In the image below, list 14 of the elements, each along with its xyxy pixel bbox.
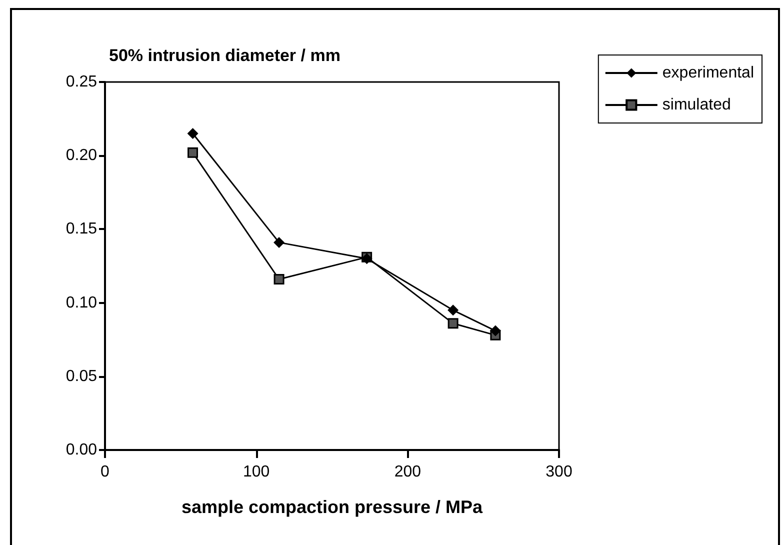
- y-tick-label: 0.20: [66, 147, 98, 164]
- y-tick-label: 0.25: [66, 74, 98, 90]
- x-tick-label: 0: [100, 464, 110, 480]
- y-tick-label: 0.10: [66, 294, 98, 312]
- x-tick-label: 100: [242, 464, 270, 480]
- y-tick-label: 0.05: [66, 368, 98, 385]
- x-tick-label: 300: [546, 464, 572, 480]
- legend-label: experimental: [662, 64, 754, 82]
- x-tick-label: 200: [394, 464, 422, 480]
- y-axis-title: 50% intrusion diameter / mm: [109, 46, 340, 65]
- y-tick-label: 0.00: [66, 442, 98, 458]
- y-tick-label: 0.15: [66, 220, 98, 238]
- x-axis-title: sample compaction pressure / MPa: [181, 497, 484, 517]
- legend-label: simulated: [662, 96, 731, 114]
